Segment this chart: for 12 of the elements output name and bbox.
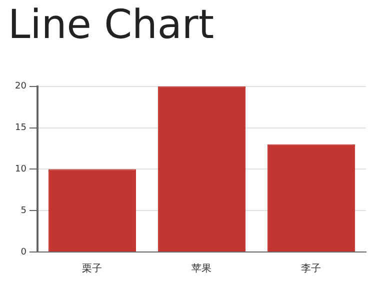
y-tick-label: 20 bbox=[15, 82, 27, 92]
y-tick-label: 10 bbox=[15, 164, 27, 175]
bar bbox=[158, 86, 246, 252]
bar bbox=[267, 144, 356, 252]
y-tick-label: 15 bbox=[15, 123, 26, 134]
y-tick-label: 0 bbox=[20, 247, 27, 258]
x-tick-label: 苹果 bbox=[192, 262, 212, 275]
y-tick-label: 5 bbox=[20, 206, 26, 216]
x-tick-label: 李子 bbox=[301, 262, 322, 275]
chart-title: Line Chart bbox=[8, 2, 215, 48]
x-tick-label: 栗子 bbox=[82, 264, 102, 275]
bar bbox=[48, 169, 136, 252]
